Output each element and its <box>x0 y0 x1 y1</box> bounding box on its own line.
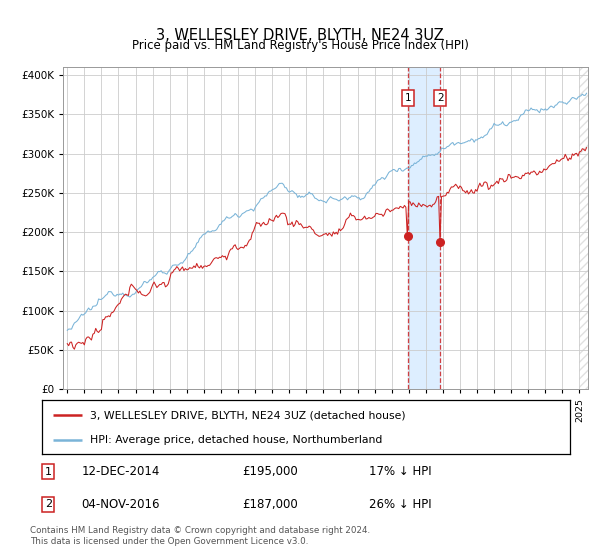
Text: 2: 2 <box>45 500 52 510</box>
Text: 04-NOV-2016: 04-NOV-2016 <box>82 498 160 511</box>
Text: 12-DEC-2014: 12-DEC-2014 <box>82 465 160 478</box>
Text: HPI: Average price, detached house, Northumberland: HPI: Average price, detached house, Nort… <box>89 435 382 445</box>
Text: 26% ↓ HPI: 26% ↓ HPI <box>370 498 432 511</box>
Text: 17% ↓ HPI: 17% ↓ HPI <box>370 465 432 478</box>
Text: 1: 1 <box>45 467 52 477</box>
Text: £187,000: £187,000 <box>242 498 298 511</box>
Text: Price paid vs. HM Land Registry's House Price Index (HPI): Price paid vs. HM Land Registry's House … <box>131 39 469 52</box>
Text: 1: 1 <box>405 93 412 103</box>
Text: 2: 2 <box>437 93 443 103</box>
Text: 3, WELLESLEY DRIVE, BLYTH, NE24 3UZ: 3, WELLESLEY DRIVE, BLYTH, NE24 3UZ <box>156 28 444 43</box>
Bar <box>408 67 440 389</box>
Text: 3, WELLESLEY DRIVE, BLYTH, NE24 3UZ (detached house): 3, WELLESLEY DRIVE, BLYTH, NE24 3UZ (det… <box>89 410 405 421</box>
Text: £195,000: £195,000 <box>242 465 298 478</box>
Text: Contains HM Land Registry data © Crown copyright and database right 2024.
This d: Contains HM Land Registry data © Crown c… <box>30 526 370 546</box>
